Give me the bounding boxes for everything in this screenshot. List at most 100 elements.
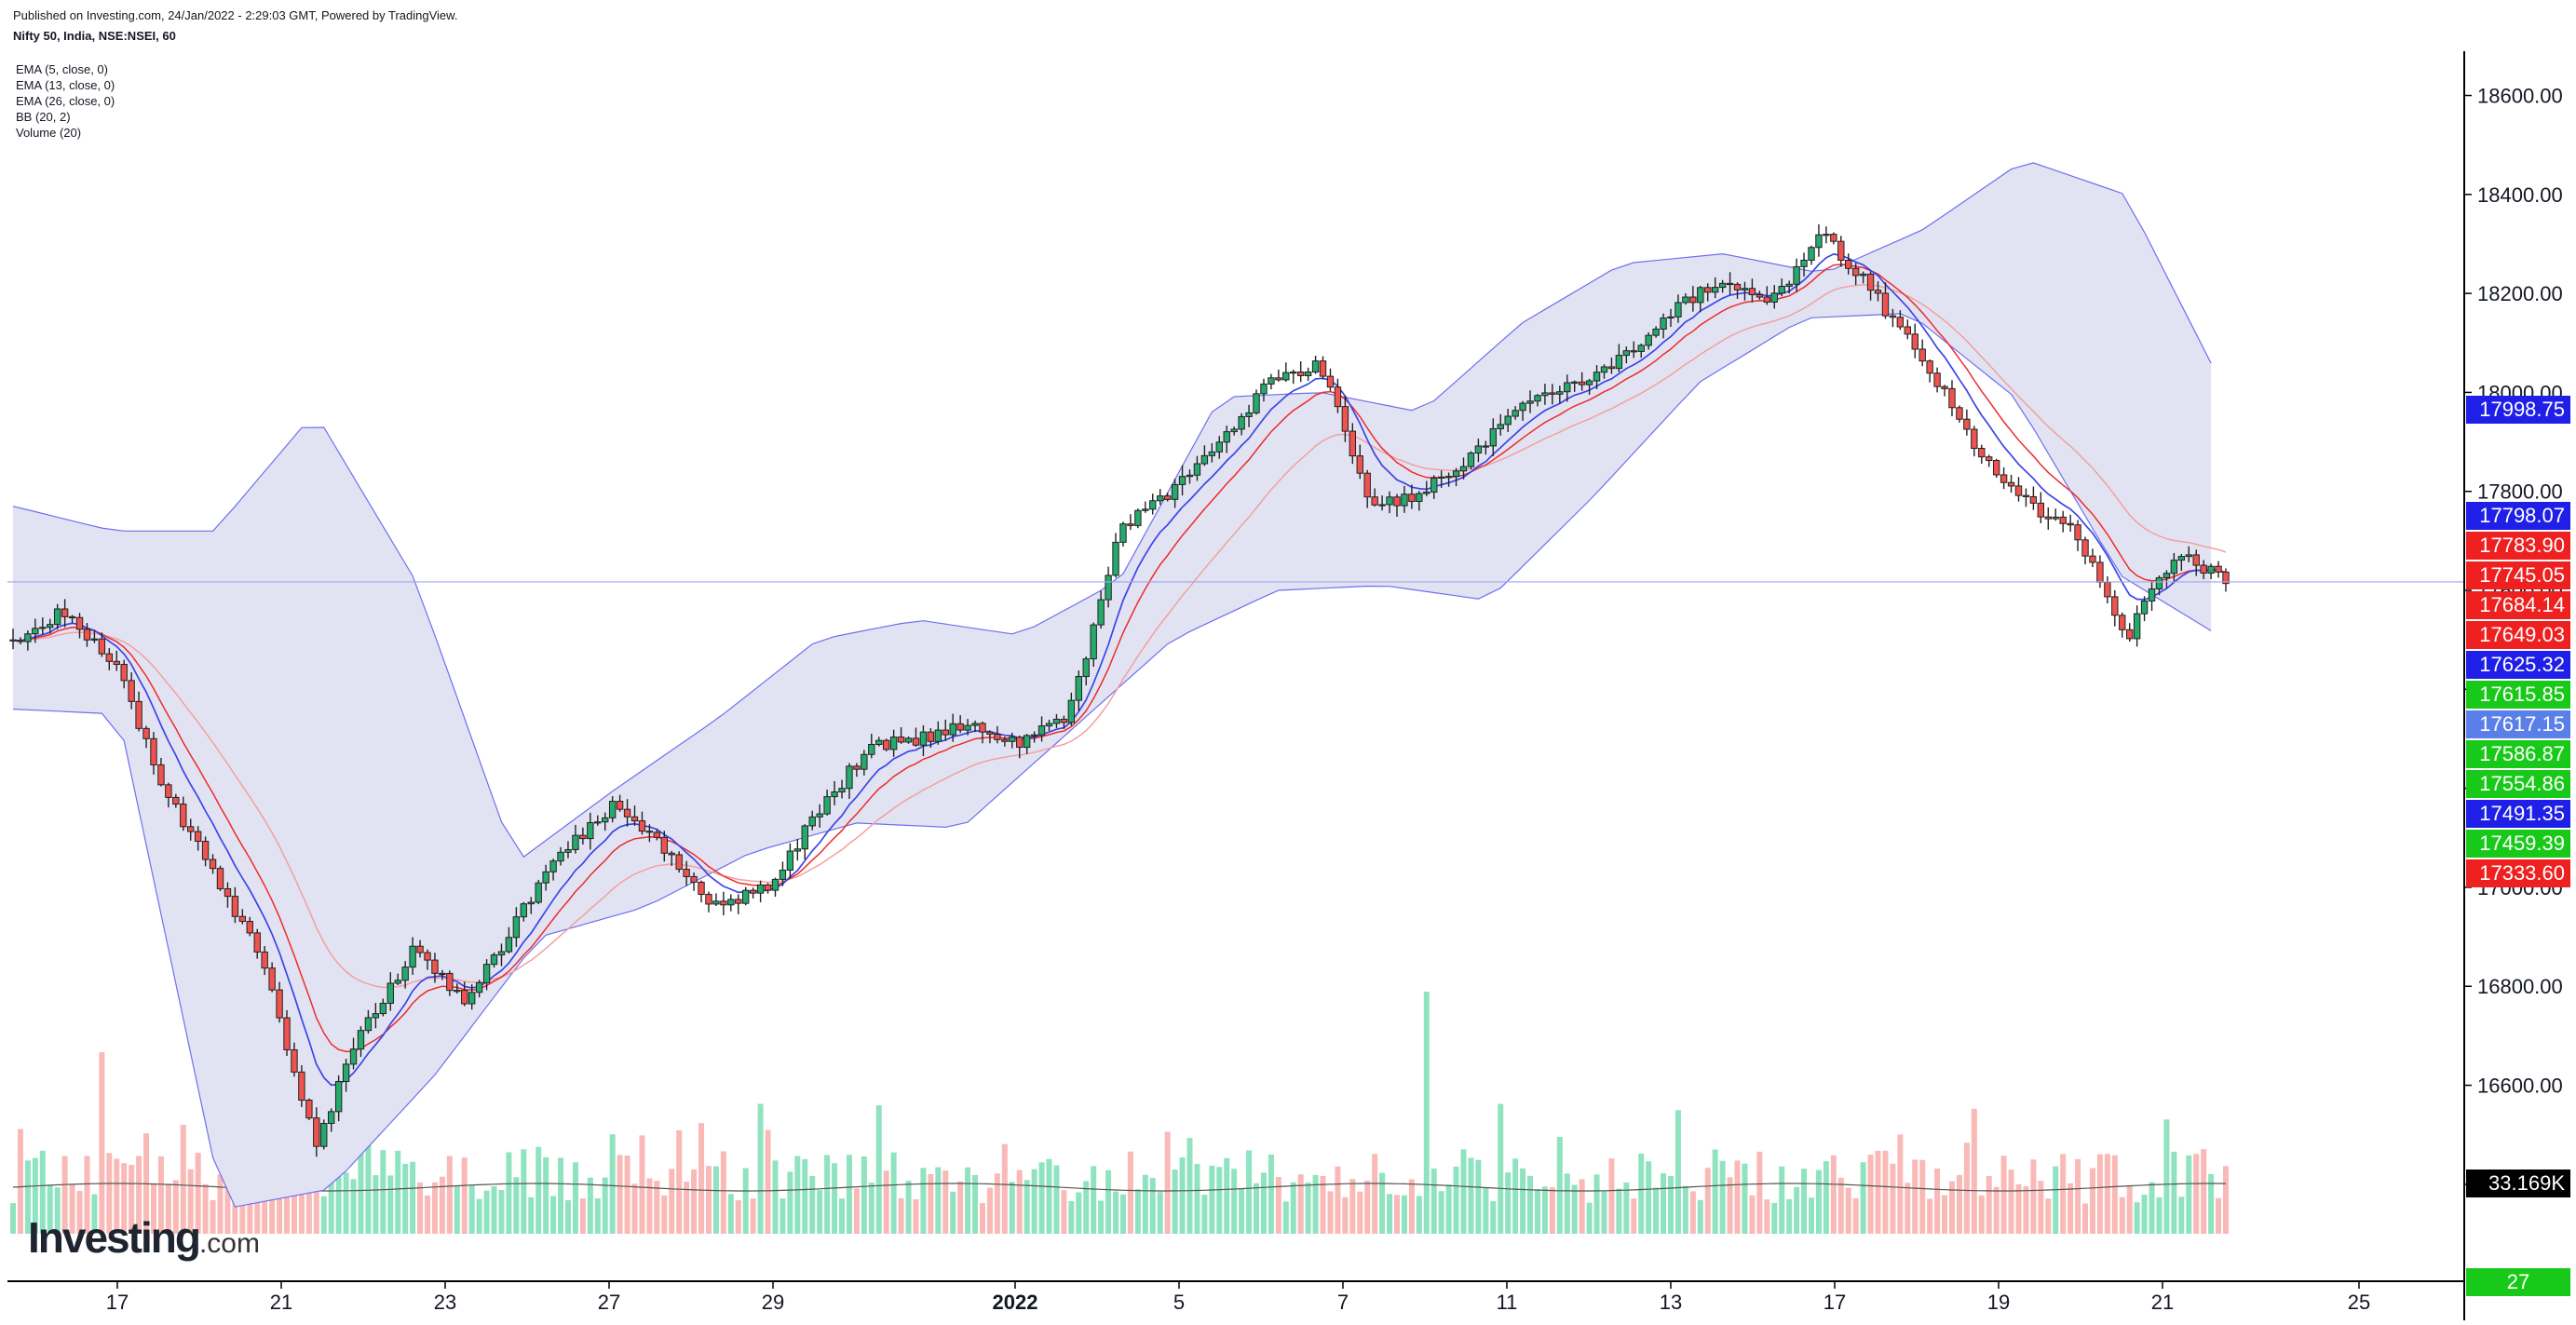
candle-down bbox=[180, 804, 187, 828]
volume-bar bbox=[720, 1151, 726, 1234]
volume-bar bbox=[1179, 1157, 1186, 1234]
candle-up bbox=[1512, 410, 1519, 417]
candle-up bbox=[2140, 600, 2149, 615]
candle-down bbox=[1845, 260, 1852, 269]
volume-bar bbox=[1423, 992, 1430, 1234]
volume-bar bbox=[1801, 1169, 1808, 1234]
ema-13-line bbox=[12, 264, 2227, 1053]
axis-price-tag-text: 17491.35 bbox=[2479, 802, 2565, 825]
axis-price-tag bbox=[2466, 591, 2570, 619]
axis-price-tag bbox=[2466, 681, 2570, 709]
volume-bar bbox=[676, 1129, 683, 1234]
volume-bar bbox=[387, 1175, 394, 1234]
volume-bar bbox=[1268, 1154, 1274, 1234]
candle-up bbox=[1660, 318, 1667, 330]
axis-price-tag-text: 17783.90 bbox=[2479, 534, 2565, 557]
candle-up bbox=[320, 1122, 328, 1147]
volume-bar bbox=[1697, 1199, 1703, 1234]
candle-up bbox=[1615, 355, 1623, 370]
candle-down bbox=[942, 729, 949, 736]
time-tick-label: 13 bbox=[1660, 1291, 1682, 1314]
candle-up bbox=[357, 1030, 365, 1050]
volume-bar bbox=[1134, 1189, 1141, 1234]
volume-bar bbox=[1749, 1195, 1756, 1234]
legend-volume[interactable]: Volume (20) bbox=[16, 126, 82, 140]
volume-bar bbox=[1342, 1197, 1349, 1234]
volume-bar bbox=[757, 1103, 764, 1234]
candle-down bbox=[1408, 493, 1416, 503]
volume-bar bbox=[1534, 1189, 1540, 1234]
volume-bar bbox=[232, 1200, 238, 1234]
volume-bar bbox=[817, 1190, 823, 1234]
candle-down bbox=[246, 921, 253, 934]
legend-ema-5[interactable]: EMA (5, close, 0) bbox=[16, 62, 108, 76]
candle-up bbox=[1290, 372, 1297, 374]
volume-bar bbox=[780, 1198, 786, 1234]
legend-ema-13[interactable]: EMA (13, close, 0) bbox=[16, 78, 115, 92]
candle-up bbox=[409, 945, 416, 968]
volume-bar bbox=[76, 1190, 83, 1234]
candle-up bbox=[868, 743, 875, 755]
candle-up bbox=[1800, 259, 1808, 267]
volume-bar bbox=[579, 1198, 586, 1234]
price-tick-label: 18400.00 bbox=[2477, 183, 2563, 207]
volume-bar bbox=[1430, 1169, 1437, 1234]
volume-bar bbox=[794, 1156, 801, 1234]
candle-up bbox=[1186, 474, 1194, 478]
candle-down bbox=[172, 796, 180, 805]
legend-ema-26[interactable]: EMA (26, close, 0) bbox=[16, 94, 115, 108]
volume-bar bbox=[1541, 1186, 1548, 1234]
candle-up bbox=[2162, 573, 2171, 578]
time-tick-label: 27 bbox=[598, 1291, 620, 1314]
candle-down bbox=[1326, 375, 1335, 388]
volume-bar bbox=[1512, 1158, 1519, 1234]
candle-down bbox=[2044, 516, 2052, 520]
candle-down bbox=[705, 894, 712, 905]
candle-up bbox=[1519, 402, 1526, 412]
candle-down bbox=[446, 972, 454, 992]
candle-down bbox=[1371, 496, 1378, 506]
candle-down bbox=[68, 615, 76, 619]
volume-bar bbox=[180, 1125, 186, 1234]
candle-down bbox=[313, 1117, 320, 1147]
volume-bar bbox=[1986, 1176, 1992, 1234]
candle-down bbox=[1971, 428, 1978, 450]
volume-bar bbox=[1646, 1161, 1652, 1234]
volume-bar bbox=[846, 1155, 852, 1234]
candle-up bbox=[1682, 296, 1689, 304]
volume-bar bbox=[114, 1158, 120, 1234]
volume-bar bbox=[1704, 1168, 1711, 1234]
axis-price-tag-text: 17615.85 bbox=[2479, 683, 2565, 706]
candle-up bbox=[1622, 350, 1631, 357]
candle-down bbox=[683, 869, 690, 877]
candle-up bbox=[1268, 377, 1275, 385]
candle-down bbox=[927, 731, 935, 742]
volume-bar bbox=[602, 1177, 608, 1234]
volume-bar bbox=[1786, 1198, 1793, 1234]
candle-down bbox=[2037, 502, 2045, 518]
volume-bar bbox=[1460, 1149, 1467, 1234]
candle-up bbox=[1134, 509, 1142, 526]
candle-down bbox=[912, 737, 920, 746]
volume-ma bbox=[12, 1183, 2227, 1192]
candle-up bbox=[1253, 393, 1260, 413]
candle-up bbox=[1474, 445, 1483, 454]
volume-bar bbox=[254, 1200, 261, 1234]
candle-down bbox=[764, 884, 772, 891]
candle-down bbox=[2007, 481, 2015, 487]
volume-bar bbox=[898, 1197, 904, 1234]
candle-down bbox=[853, 765, 861, 770]
volume-bar bbox=[1727, 1177, 1733, 1234]
legend-bb[interactable]: BB (20, 2) bbox=[16, 110, 71, 124]
candle-up bbox=[1178, 476, 1186, 485]
volume-bar bbox=[1194, 1164, 1200, 1234]
volume-bar bbox=[1527, 1175, 1534, 1234]
volume-bar bbox=[994, 1173, 1000, 1234]
volume-bar bbox=[54, 1187, 61, 1234]
candle-down bbox=[2022, 494, 2030, 497]
volume-bar bbox=[1157, 1192, 1163, 1234]
volume-bar bbox=[1860, 1162, 1866, 1234]
candle-down bbox=[1948, 387, 1956, 409]
